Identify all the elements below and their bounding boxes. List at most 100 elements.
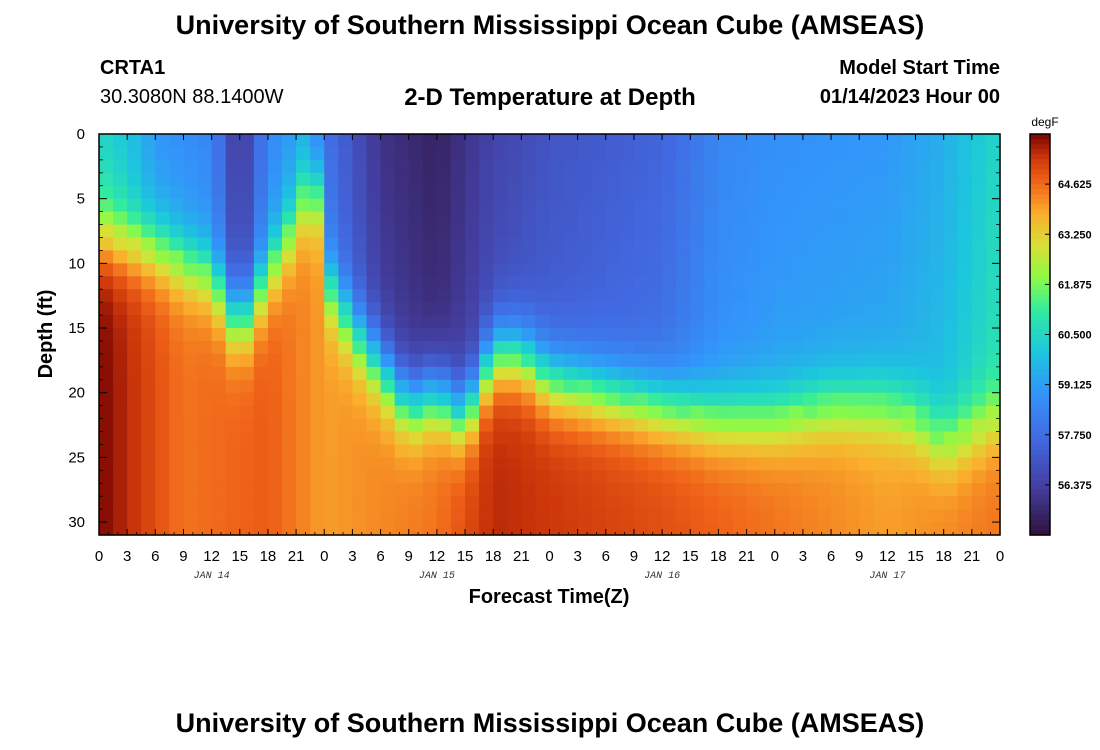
heatmap-cell — [648, 185, 663, 200]
heatmap-cell — [859, 289, 874, 303]
heatmap-cell — [253, 250, 269, 264]
heatmap-cell — [324, 457, 339, 471]
heatmap-cell — [296, 405, 311, 420]
heatmap-cell — [802, 353, 818, 368]
heatmap-cell — [465, 198, 480, 213]
heatmap-cell — [225, 302, 241, 316]
heatmap-cell — [648, 289, 663, 303]
heatmap-cell — [605, 444, 621, 458]
heatmap-cell — [831, 250, 846, 264]
heatmap-cell — [591, 146, 607, 161]
heatmap-cell — [352, 185, 368, 200]
heatmap-cell — [577, 224, 593, 239]
heatmap-cell — [985, 211, 1001, 226]
heatmap-cell — [943, 353, 959, 368]
heatmap-cell — [605, 185, 621, 200]
heatmap-cell — [239, 457, 255, 471]
heatmap-cell — [225, 405, 241, 420]
colorbar-segment — [1030, 214, 1050, 220]
colorbar-segment — [1030, 194, 1050, 200]
heatmap-cell — [887, 328, 903, 342]
heatmap-cell — [619, 289, 635, 303]
heatmap-cell — [253, 392, 269, 407]
heatmap-cell — [676, 172, 691, 187]
heatmap-cell — [718, 431, 734, 446]
heatmap-cell — [239, 470, 255, 484]
heatmap-cell — [253, 172, 269, 187]
heatmap-cell — [563, 185, 579, 200]
heatmap-cell — [436, 418, 452, 433]
heatmap-cell — [450, 146, 466, 161]
heatmap-cell — [366, 263, 382, 277]
heatmap-cell — [394, 185, 410, 200]
heatmap-cell — [859, 185, 874, 200]
heatmap-cell — [507, 159, 522, 174]
heatmap-cell — [155, 418, 170, 433]
heatmap-cell — [282, 237, 297, 252]
x-tick-label: 18 — [935, 548, 952, 565]
heatmap-cell — [577, 185, 593, 200]
heatmap-cell — [296, 340, 311, 355]
heatmap-cell — [577, 522, 593, 536]
heatmap-cell — [704, 237, 720, 252]
heatmap-cell — [352, 457, 368, 471]
heatmap-cell — [577, 457, 593, 471]
heatmap-cell — [971, 483, 987, 497]
heatmap-cell — [282, 444, 297, 458]
heatmap-cell — [619, 353, 635, 368]
heatmap-cell — [408, 340, 424, 355]
heatmap-cell — [436, 444, 452, 458]
heatmap-cell — [802, 198, 818, 213]
heatmap-cell — [802, 172, 818, 187]
station-id: CRTA1 — [100, 57, 166, 79]
heatmap-cell — [718, 444, 734, 458]
heatmap-cell — [211, 483, 227, 497]
heatmap-cell — [816, 483, 832, 497]
heatmap-cell — [493, 237, 508, 252]
heatmap-cell — [267, 392, 283, 407]
heatmap-cell — [788, 496, 804, 510]
heatmap-cell — [831, 340, 846, 355]
heatmap-cell — [338, 431, 354, 446]
heatmap-cell — [394, 418, 410, 433]
heatmap-cell — [619, 392, 635, 407]
heatmap-cell — [676, 392, 691, 407]
heatmap-cell — [591, 159, 607, 174]
heatmap-cell — [577, 159, 593, 174]
heatmap-cell — [169, 146, 185, 161]
heatmap-cell — [887, 379, 903, 394]
heatmap-cell — [816, 405, 832, 420]
heatmap-cell — [507, 172, 522, 187]
heatmap-cell — [957, 185, 973, 200]
heatmap-cell — [352, 289, 368, 303]
heatmap-cell — [648, 302, 663, 316]
heatmap-cell — [957, 509, 973, 523]
heatmap-cell — [577, 444, 593, 458]
heatmap-cell — [296, 185, 311, 200]
heatmap-cell — [310, 250, 325, 264]
heatmap-cell — [225, 289, 241, 303]
heatmap-cell — [450, 134, 466, 148]
heatmap-cell — [352, 211, 368, 226]
heatmap-cell — [633, 522, 649, 536]
heatmap-cell — [521, 444, 537, 458]
heatmap-cell — [887, 522, 903, 536]
heatmap-cell — [915, 146, 931, 161]
heatmap-cell — [211, 211, 227, 226]
heatmap-cell — [746, 353, 762, 368]
heatmap-cell — [957, 198, 973, 213]
colorbar-segment — [1030, 359, 1050, 366]
heatmap-cell — [366, 185, 382, 200]
heatmap-cell — [873, 431, 888, 446]
heatmap-cell — [676, 302, 691, 316]
heatmap-cell — [141, 172, 156, 187]
heatmap-cell — [197, 431, 213, 446]
heatmap-cell — [408, 289, 424, 303]
heatmap-cell — [957, 224, 973, 239]
heatmap-cell — [479, 366, 494, 381]
heatmap-cell — [859, 509, 874, 523]
heatmap-cell — [957, 315, 973, 329]
heatmap-cell — [535, 315, 551, 329]
heatmap-cell — [408, 237, 424, 252]
heatmap-cell — [282, 379, 297, 394]
